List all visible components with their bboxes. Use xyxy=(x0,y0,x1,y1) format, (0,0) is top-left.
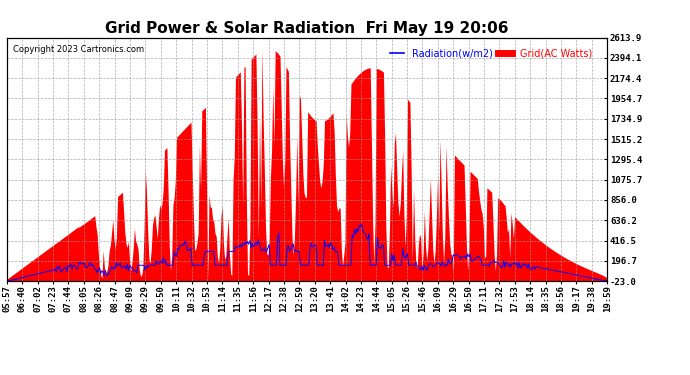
Text: Copyright 2023 Cartronics.com: Copyright 2023 Cartronics.com xyxy=(13,45,144,54)
Title: Grid Power & Solar Radiation  Fri May 19 20:06: Grid Power & Solar Radiation Fri May 19 … xyxy=(106,21,509,36)
Legend: Radiation(w/m2), Grid(AC Watts): Radiation(w/m2), Grid(AC Watts) xyxy=(386,45,596,63)
